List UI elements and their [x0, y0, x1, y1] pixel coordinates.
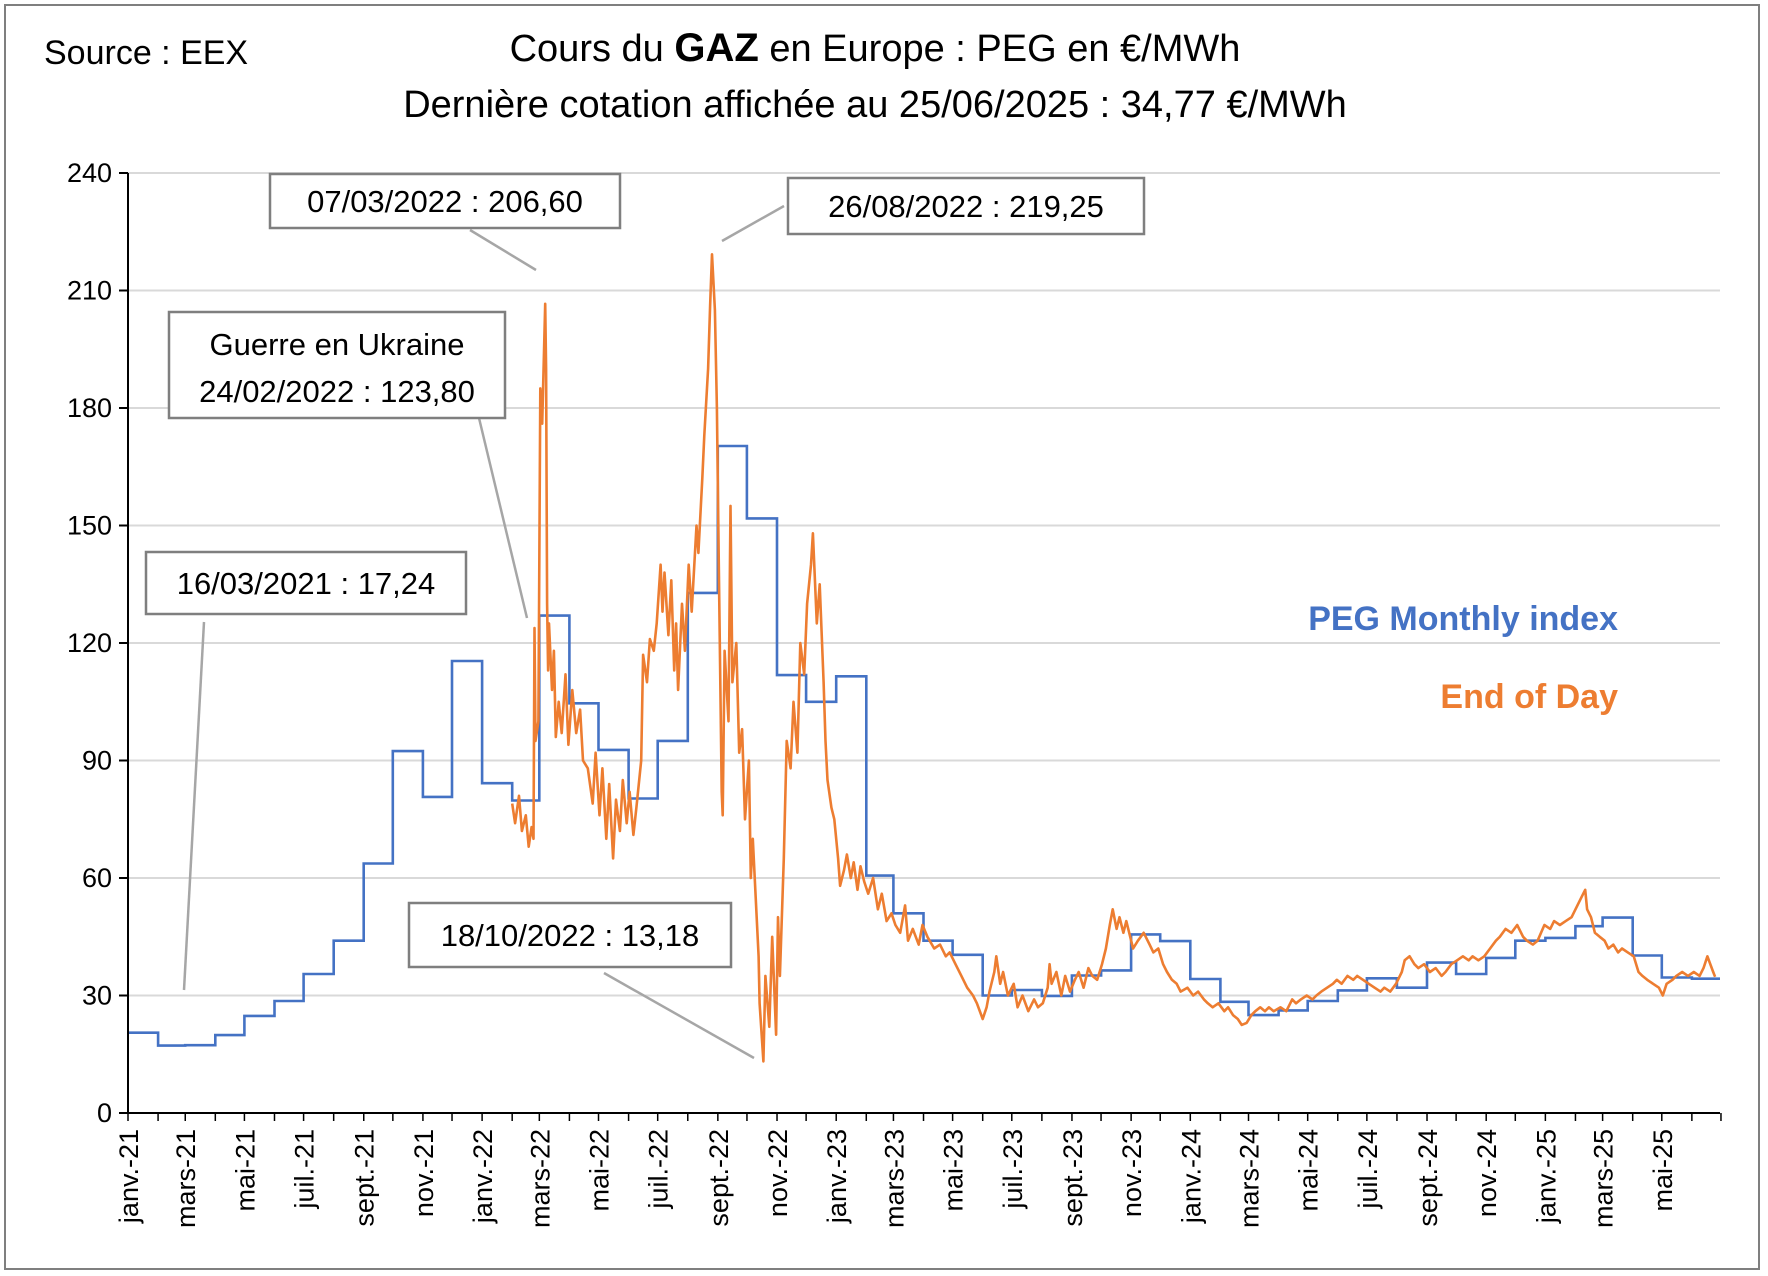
x-tick-label: mars-25 [1589, 1129, 1619, 1228]
monthly-index-line [128, 444, 1720, 1047]
end-of-day-line [510, 253, 1717, 1063]
x-axis-ticks: janv.-21 mars-21 mai-21 juil.-21 sept.-21 nov… [114, 1113, 1722, 1228]
annotations: 16/03/2021 : 17,24 Guerre en Ukraine 24/02… [144, 172, 1146, 1060]
x-tick-label: nov.-23 [1117, 1129, 1147, 1217]
x-tick-label: janv.-24 [1176, 1129, 1206, 1224]
x-tick-label: janv.-22 [468, 1129, 498, 1224]
x-tick-label: mars-24 [1235, 1129, 1265, 1228]
annotation-box [167, 310, 507, 420]
annotation-box [786, 176, 1146, 236]
title-line-1: Cours du GAZ en Europe : PEG en €/MWh [300, 20, 1450, 77]
y-axis-ticks: 0 30 60 90 120 150 180 210 240 [67, 158, 128, 1128]
x-tick-label: nov.-22 [763, 1129, 793, 1217]
x-tick-label: juil.-23 [998, 1129, 1028, 1210]
chart-title: Cours du GAZ en Europe : PEG en €/MWh De… [300, 20, 1450, 133]
x-tick-label: juil.-24 [1353, 1129, 1383, 1210]
x-tick-label: janv.-21 [114, 1129, 144, 1224]
y-tick-label: 150 [67, 511, 112, 541]
title-post: en Europe : PEG en €/MWh [758, 28, 1241, 70]
x-tick-label: janv.-23 [822, 1129, 852, 1224]
annotation-text: 24/02/2022 : 123,80 [199, 374, 475, 409]
title-line-2: Dernière cotation affichée au 25/06/2025… [403, 84, 1347, 126]
x-tick-label: sept.-22 [704, 1129, 734, 1227]
annotation-leader-line [721, 204, 785, 243]
annotation-leader-line [182, 621, 206, 991]
source-label: Source : EEX [44, 34, 249, 72]
x-tick-label: mars-23 [879, 1129, 909, 1228]
x-tick-label: juil.-22 [644, 1129, 674, 1210]
series-peg-monthly-index [128, 444, 1720, 1047]
x-tick-label: juil.-21 [290, 1129, 320, 1210]
x-tick-label: mai-23 [939, 1129, 969, 1212]
annotation-leader-line [469, 228, 537, 272]
annotation-box [407, 901, 733, 969]
annotation-leader-line [477, 417, 529, 619]
x-tick-label: sept.-21 [350, 1129, 380, 1227]
series-end-of-day [510, 253, 1717, 1063]
y-tick-label: 180 [67, 393, 112, 423]
y-tick-label: 30 [82, 981, 112, 1011]
legend: PEG Monthly index End of Day [1308, 600, 1618, 716]
x-tick-label: mai-25 [1648, 1129, 1678, 1212]
annotation-box [144, 550, 468, 616]
legend-eod-label: End of Day [1440, 678, 1618, 716]
y-tick-label: 0 [97, 1098, 112, 1128]
x-tick-label: mai-24 [1294, 1129, 1324, 1212]
y-tick-label: 240 [67, 158, 112, 188]
annotation-text: 26/08/2022 : 219,25 [828, 189, 1104, 224]
y-tick-label: 210 [67, 276, 112, 306]
x-tick-label: sept.-23 [1058, 1129, 1088, 1227]
x-tick-label: mars-21 [171, 1129, 201, 1228]
annotation-text: 07/03/2022 : 206,60 [307, 184, 583, 219]
y-tick-label: 90 [82, 746, 112, 776]
annotation-text: 16/03/2021 : 17,24 [177, 566, 436, 601]
y-tick-label: 120 [67, 628, 112, 658]
title-pre: Cours du [509, 28, 675, 70]
x-tick-label: mai-21 [230, 1129, 260, 1212]
annotation-box [268, 172, 622, 230]
x-tick-label: sept.-24 [1413, 1129, 1443, 1227]
x-tick-label: mars-22 [525, 1129, 555, 1228]
title-bold: GAZ [674, 26, 759, 70]
annotation-text: Guerre en Ukraine [209, 327, 464, 362]
annotation-text: 18/10/2022 : 13,18 [441, 918, 700, 953]
y-tick-label: 60 [82, 863, 112, 893]
legend-monthly-label: PEG Monthly index [1308, 600, 1618, 638]
x-tick-label: nov.-24 [1472, 1129, 1502, 1217]
x-tick-label: janv.-25 [1531, 1129, 1561, 1224]
x-tick-label: mai-22 [585, 1129, 615, 1212]
annotation-leader-line [603, 971, 755, 1060]
x-tick-label: nov.-21 [409, 1129, 439, 1217]
